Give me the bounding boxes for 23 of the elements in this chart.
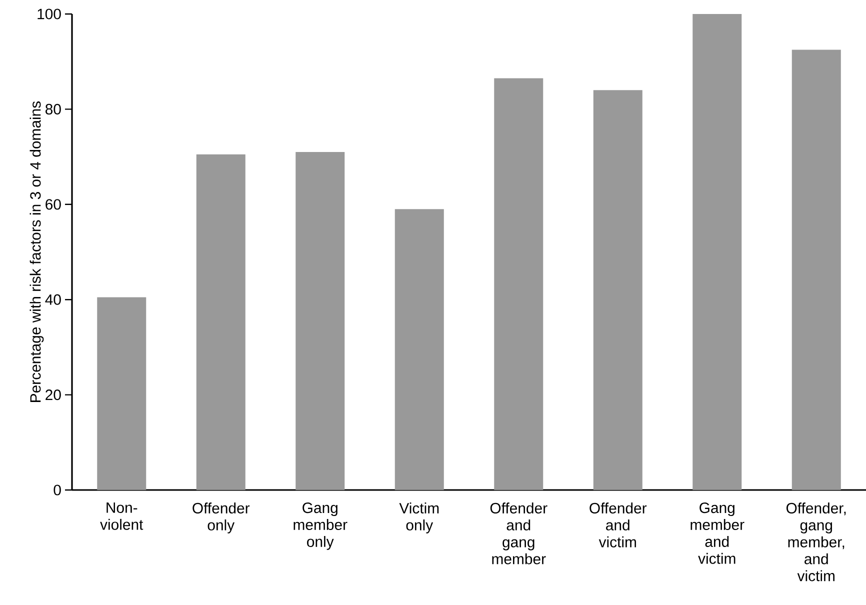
bar [792, 50, 841, 490]
y-tick-label: 0 [54, 484, 61, 496]
bar [593, 90, 642, 490]
x-tick-label: Non-violent [100, 502, 144, 530]
y-tick-label: 80 [46, 104, 61, 114]
bar [494, 78, 544, 490]
y-axis-title: Percentage with risk factors in 3 or 4 domains [30, 101, 44, 402]
x-tick-label: Offender and gang member [490, 502, 548, 564]
bar [196, 154, 246, 490]
x-tick-label: Offender and victim [590, 502, 647, 548]
y-tick-label: 40 [45, 294, 61, 305]
y-tick-label: 60 [46, 199, 61, 210]
y-tick-label: 100 [38, 8, 61, 20]
y-tick-label: 20 [46, 390, 61, 400]
bar [296, 152, 345, 490]
x-tick-label: Offender only [192, 502, 250, 534]
x-tick-label: Gang member and victim [690, 502, 744, 564]
x-tick-label: Offender, gang member, and victim [786, 502, 846, 582]
bar [394, 209, 444, 490]
bar [97, 297, 146, 490]
bar [692, 14, 742, 490]
x-tick-label: Victim only [399, 502, 439, 534]
x-tick-label: Gang member only [294, 502, 348, 550]
